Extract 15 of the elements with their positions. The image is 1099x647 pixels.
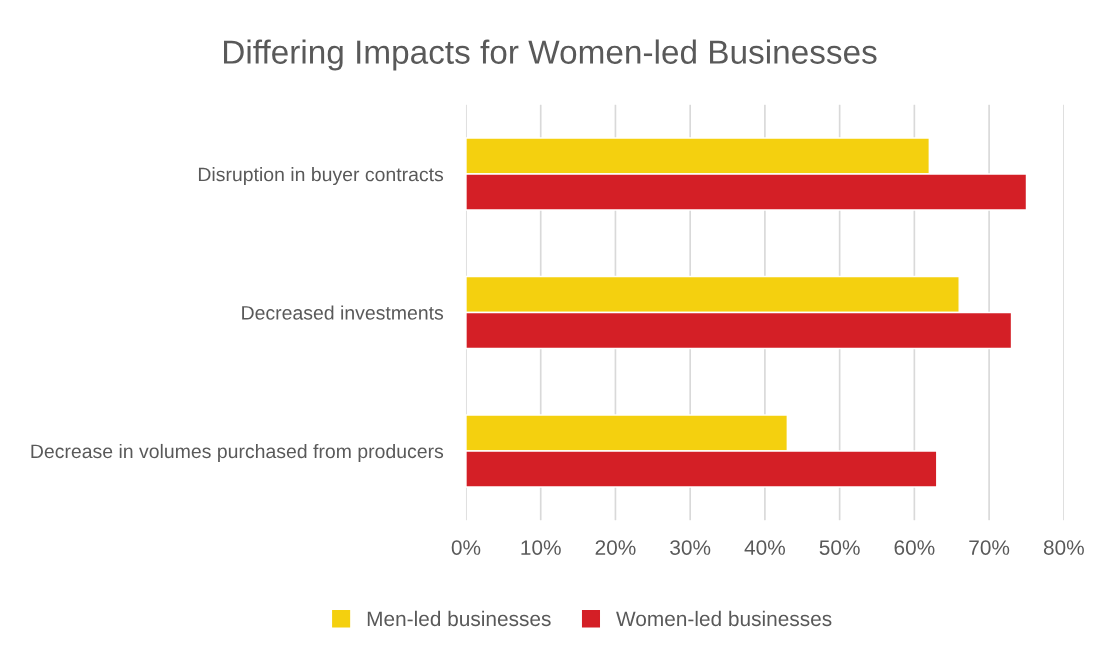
y-tick-label: Decreased investments	[242, 305, 444, 320]
x-tick-label: 70%	[969, 540, 1010, 555]
x-tick-label: 80%	[1043, 540, 1084, 555]
legend-label: Men-led businesses	[367, 610, 551, 627]
chart-title: Differing Impacts for Women-led Businesses	[224, 39, 877, 71]
y-tick-label: Decrease in volumes purchased from producers	[31, 443, 444, 463]
x-tick-label: 20%	[595, 540, 636, 555]
x-tick-label: 0%	[451, 540, 481, 555]
x-tick-label: 10%	[521, 540, 561, 555]
x-tick-label: 60%	[894, 540, 935, 555]
x-tick-label: 50%	[819, 540, 860, 555]
x-tick-label: 30%	[670, 540, 711, 555]
x-tick-label: 40%	[744, 540, 786, 555]
legend-label: Women-led businesses	[616, 610, 832, 627]
y-tick-label: Disruption in buyer contracts	[198, 167, 444, 186]
